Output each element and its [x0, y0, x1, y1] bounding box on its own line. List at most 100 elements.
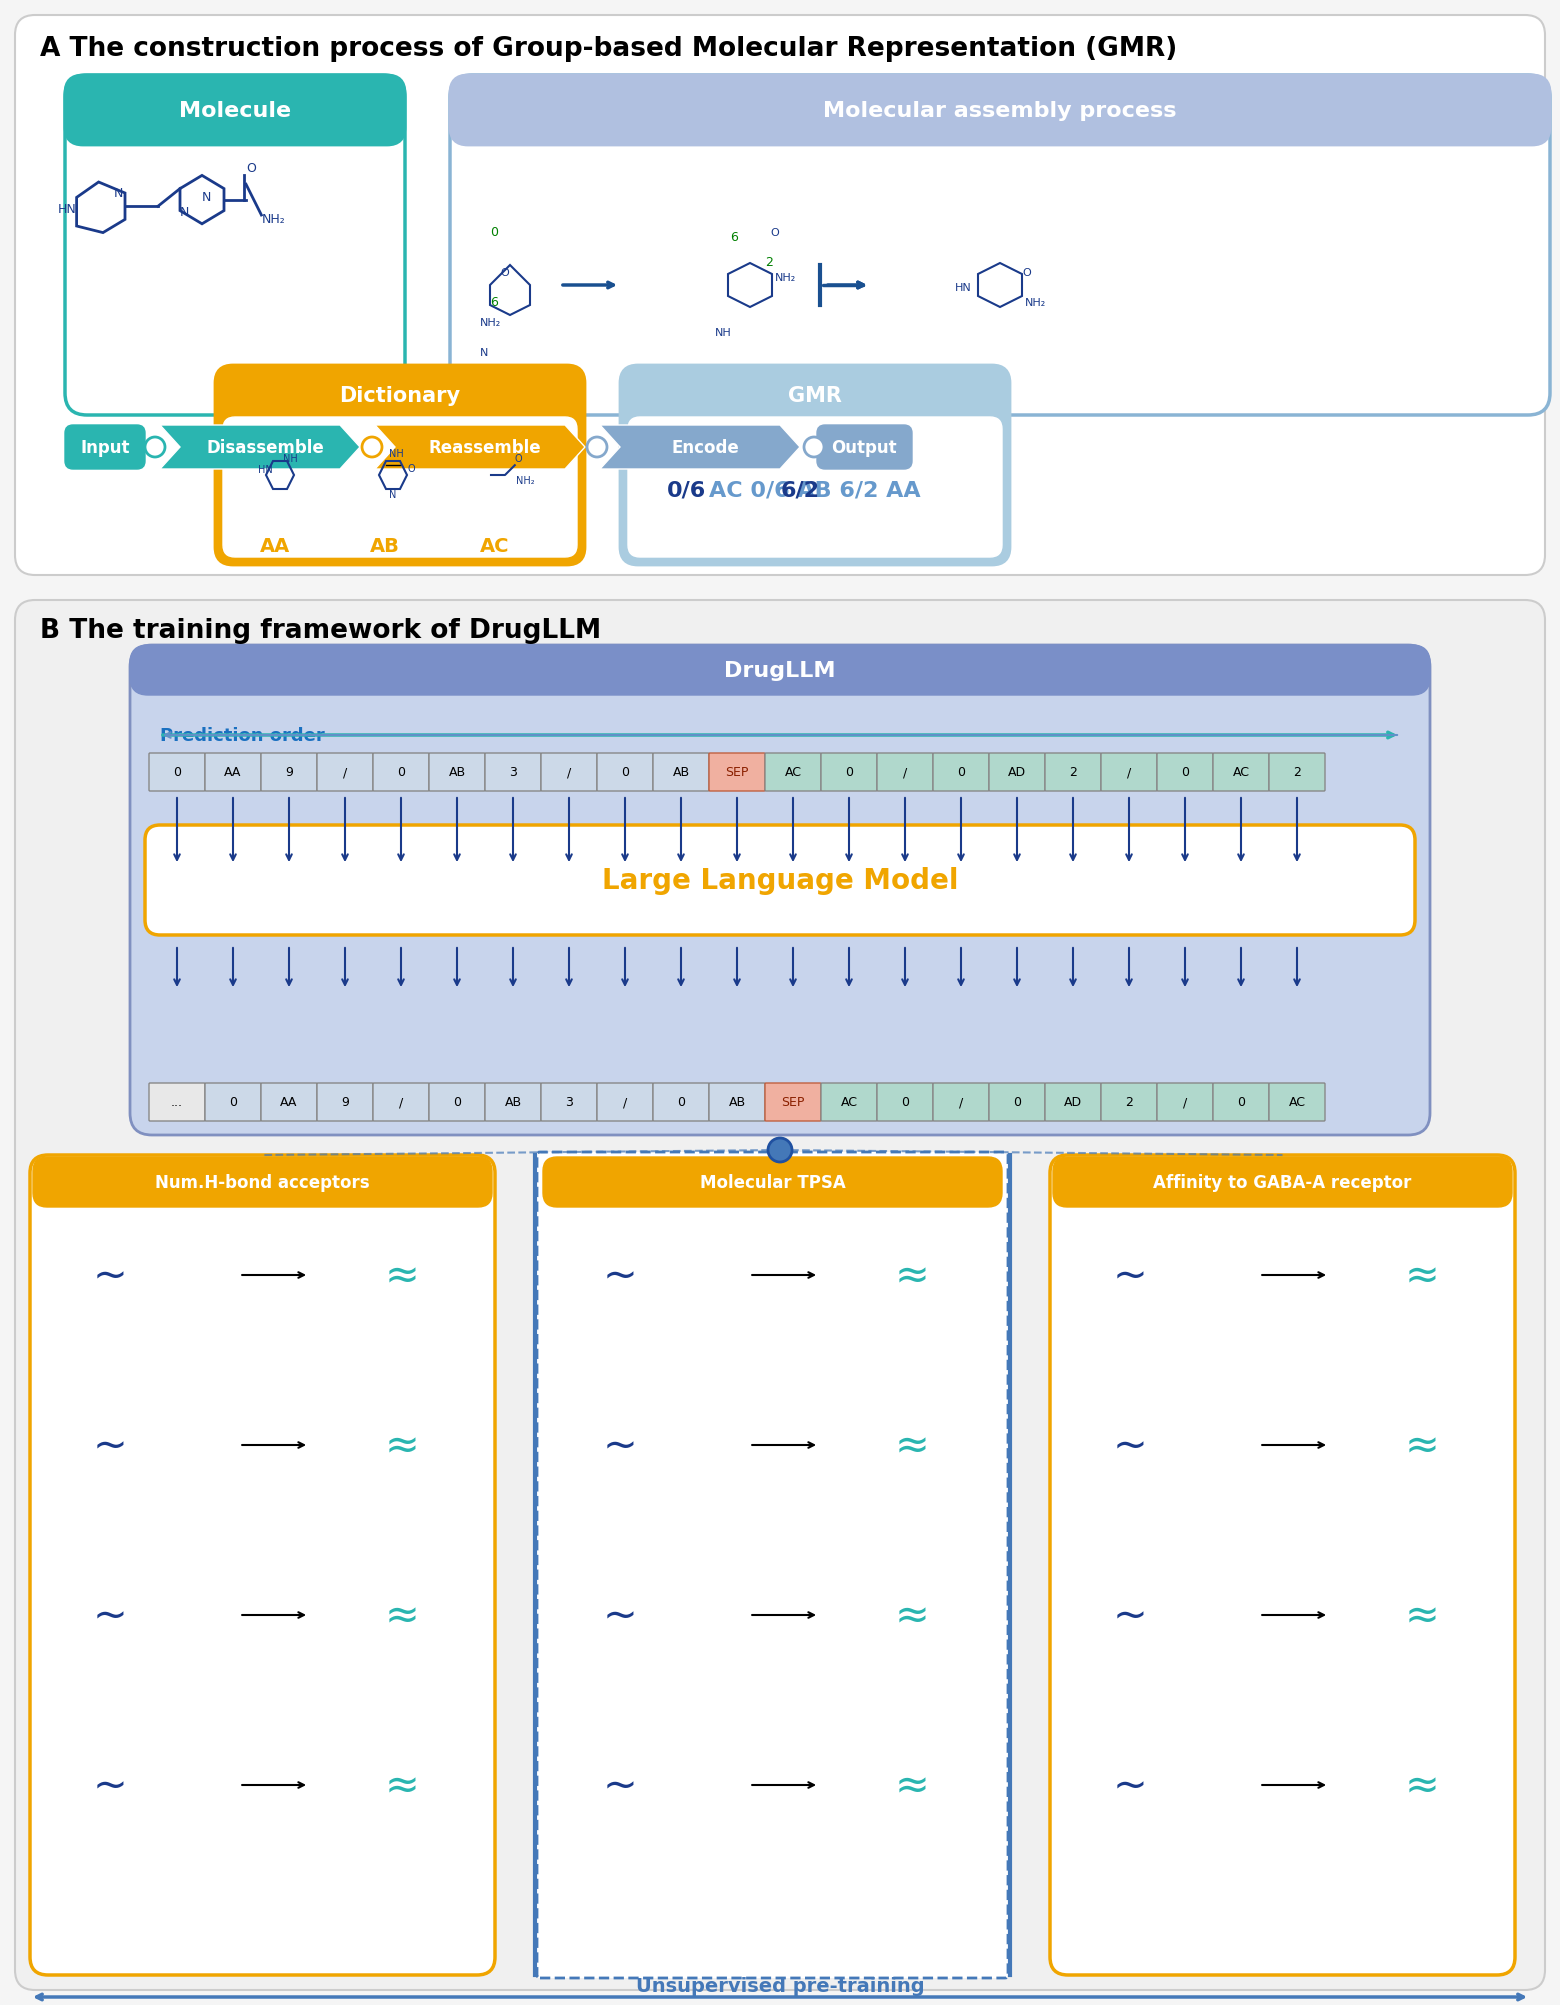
Text: ≈: ≈	[385, 1255, 420, 1297]
FancyBboxPatch shape	[708, 754, 764, 792]
FancyBboxPatch shape	[1214, 1083, 1268, 1121]
Text: NH: NH	[714, 329, 732, 337]
FancyBboxPatch shape	[33, 1157, 491, 1207]
Text: ≈: ≈	[1404, 1424, 1440, 1466]
Text: O: O	[501, 269, 509, 279]
FancyBboxPatch shape	[629, 417, 1002, 557]
FancyBboxPatch shape	[129, 646, 1431, 1135]
Text: /: /	[1182, 1097, 1187, 1109]
Text: N: N	[179, 207, 189, 219]
Text: Input: Input	[80, 439, 129, 457]
Text: 0: 0	[621, 766, 629, 780]
FancyBboxPatch shape	[204, 1083, 261, 1121]
Text: ≈: ≈	[894, 1764, 930, 1807]
Text: Encode: Encode	[671, 439, 739, 457]
Text: 0: 0	[229, 1097, 237, 1109]
Text: Unsupervised pre-training: Unsupervised pre-training	[635, 1977, 925, 1995]
Text: AC: AC	[841, 1097, 858, 1109]
FancyBboxPatch shape	[1101, 1083, 1158, 1121]
Polygon shape	[601, 425, 800, 469]
Text: ...: ...	[172, 1097, 183, 1109]
Text: 0: 0	[846, 766, 853, 780]
Text: Molecule: Molecule	[179, 100, 292, 120]
Text: AC 0/6 AB 6/2 AA: AC 0/6 AB 6/2 AA	[710, 481, 920, 501]
FancyBboxPatch shape	[817, 425, 913, 469]
FancyBboxPatch shape	[16, 602, 1544, 1991]
Text: Molecular assembly process: Molecular assembly process	[824, 100, 1176, 120]
Text: ~: ~	[92, 1255, 128, 1297]
Text: Large Language Model: Large Language Model	[602, 866, 958, 894]
Text: ≈: ≈	[1404, 1594, 1440, 1636]
Text: Dictionary: Dictionary	[340, 385, 460, 405]
Text: AD: AD	[1008, 766, 1026, 780]
Text: SEP: SEP	[782, 1097, 805, 1109]
Text: AA: AA	[225, 766, 242, 780]
Circle shape	[145, 437, 165, 457]
Text: ~: ~	[602, 1594, 638, 1636]
Text: 2: 2	[1069, 766, 1076, 780]
FancyBboxPatch shape	[317, 1083, 373, 1121]
Text: HN: HN	[257, 465, 273, 475]
FancyBboxPatch shape	[16, 16, 1544, 575]
FancyBboxPatch shape	[764, 1083, 821, 1121]
FancyBboxPatch shape	[261, 754, 317, 792]
Text: Molecular TPSA: Molecular TPSA	[699, 1173, 846, 1191]
FancyBboxPatch shape	[541, 754, 597, 792]
FancyBboxPatch shape	[654, 1083, 708, 1121]
Text: ~: ~	[1112, 1594, 1148, 1636]
FancyBboxPatch shape	[933, 1083, 989, 1121]
FancyBboxPatch shape	[764, 754, 821, 792]
FancyBboxPatch shape	[317, 754, 373, 792]
Text: A The construction process of Group-based Molecular Representation (GMR): A The construction process of Group-base…	[41, 36, 1178, 62]
Text: AB: AB	[729, 1097, 746, 1109]
FancyBboxPatch shape	[1045, 1083, 1101, 1121]
Text: B The training framework of DrugLLM: B The training framework of DrugLLM	[41, 618, 601, 644]
Text: 6: 6	[730, 231, 738, 245]
Text: /: /	[343, 766, 348, 780]
FancyBboxPatch shape	[821, 1083, 877, 1121]
Text: NH₂: NH₂	[1025, 299, 1047, 309]
FancyBboxPatch shape	[145, 826, 1415, 936]
Text: /: /	[622, 1097, 627, 1109]
Text: /: /	[903, 766, 906, 780]
FancyBboxPatch shape	[373, 1083, 429, 1121]
Circle shape	[803, 437, 824, 457]
Text: AA: AA	[281, 1097, 298, 1109]
FancyBboxPatch shape	[215, 365, 585, 565]
FancyBboxPatch shape	[429, 1083, 485, 1121]
FancyBboxPatch shape	[66, 76, 406, 146]
FancyBboxPatch shape	[597, 754, 654, 792]
Circle shape	[768, 1139, 792, 1163]
Text: 2: 2	[1125, 1097, 1133, 1109]
FancyBboxPatch shape	[877, 754, 933, 792]
Text: Affinity to GABA-A receptor: Affinity to GABA-A receptor	[1153, 1173, 1412, 1191]
Text: ~: ~	[602, 1424, 638, 1466]
FancyBboxPatch shape	[877, 1083, 933, 1121]
Text: GMR: GMR	[788, 385, 842, 405]
Text: ≈: ≈	[894, 1424, 930, 1466]
Text: 0: 0	[490, 227, 498, 239]
Text: ~: ~	[92, 1594, 128, 1636]
FancyBboxPatch shape	[1158, 1083, 1214, 1121]
Text: AC: AC	[785, 766, 802, 780]
Text: AC: AC	[1232, 766, 1250, 780]
Text: ~: ~	[92, 1764, 128, 1807]
Circle shape	[587, 437, 607, 457]
Text: AC: AC	[480, 535, 510, 555]
FancyBboxPatch shape	[1268, 754, 1324, 792]
FancyBboxPatch shape	[129, 646, 1431, 696]
FancyBboxPatch shape	[989, 1083, 1045, 1121]
FancyBboxPatch shape	[66, 425, 145, 469]
Text: Reassemble: Reassemble	[429, 439, 541, 457]
Text: O: O	[246, 162, 256, 174]
FancyBboxPatch shape	[1045, 754, 1101, 792]
Text: ≈: ≈	[385, 1594, 420, 1636]
FancyBboxPatch shape	[1268, 1083, 1324, 1121]
Text: ~: ~	[1112, 1255, 1148, 1297]
Text: ≈: ≈	[385, 1424, 420, 1466]
Text: /: /	[959, 1097, 963, 1109]
Text: AB: AB	[504, 1097, 521, 1109]
Text: 0: 0	[956, 766, 966, 780]
Text: Disassemble: Disassemble	[206, 439, 324, 457]
Text: 9: 9	[342, 1097, 349, 1109]
